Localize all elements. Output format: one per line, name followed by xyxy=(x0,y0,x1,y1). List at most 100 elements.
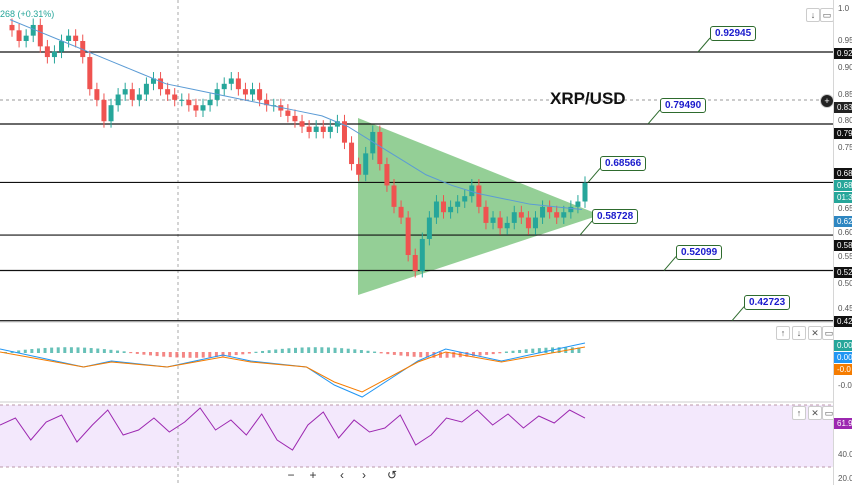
zoom-out-button[interactable]: − xyxy=(287,468,295,482)
macd-histogram-bar xyxy=(195,352,199,358)
macd-histogram-bar xyxy=(491,352,495,355)
candle-body xyxy=(292,115,298,122)
macd-histogram-bar xyxy=(149,352,152,356)
candle xyxy=(525,211,531,235)
level-label[interactable]: 0.92945 xyxy=(710,26,757,41)
macd-histogram-bar xyxy=(425,352,429,358)
candle xyxy=(341,114,347,150)
candle-body xyxy=(207,99,213,106)
candle-body xyxy=(87,57,93,90)
candle xyxy=(363,146,369,182)
price-tag: 0.92 xyxy=(834,48,852,59)
candle-body xyxy=(504,222,510,229)
candle-body xyxy=(476,185,482,207)
macd-histogram-bar xyxy=(373,351,377,353)
macd-histogram-bar xyxy=(326,347,330,353)
macd-histogram-bar xyxy=(89,348,93,353)
macd-histogram-bar xyxy=(353,349,357,353)
macd-histogram-bar xyxy=(247,352,251,354)
candle-body xyxy=(73,35,79,42)
macd-histogram-bar xyxy=(122,351,126,353)
macd-histogram-bar xyxy=(406,352,410,357)
axis-tick: 0.95 xyxy=(838,36,852,45)
candle-body xyxy=(547,206,553,213)
candle-body xyxy=(412,255,418,272)
price-axis[interactable]: 1.0 0.95 0.92 0.90 0.85 0.83 0.80 0.79 0.75 0.68… xyxy=(833,0,852,485)
candle xyxy=(16,23,22,48)
candle xyxy=(108,98,114,128)
candle-body xyxy=(250,89,256,95)
candle-body xyxy=(532,217,538,229)
rsi-maximize-icon[interactable]: ▭ xyxy=(822,406,836,420)
candle-body xyxy=(575,201,581,207)
candle xyxy=(179,93,185,107)
macd-move-up-icon[interactable]: ↑ xyxy=(776,326,790,340)
candle-body xyxy=(391,185,397,207)
candle xyxy=(207,93,213,112)
axis-tick: 20.0 xyxy=(838,474,852,483)
zoom-in-button[interactable]: + xyxy=(309,468,317,482)
scroll-right-button[interactable]: › xyxy=(362,468,366,482)
level-label[interactable]: 0.68566 xyxy=(600,156,647,172)
macd-histogram-bar xyxy=(109,349,113,353)
macd-histogram-bar xyxy=(333,347,337,353)
level-label[interactable]: 0.42723 xyxy=(744,294,791,310)
candle xyxy=(228,72,234,91)
candle xyxy=(398,200,404,224)
candle-body xyxy=(483,206,489,223)
macd-histogram-bar xyxy=(392,352,396,355)
candle xyxy=(412,248,418,278)
macd-histogram-bar xyxy=(267,350,271,353)
candle-body xyxy=(306,126,312,132)
candle xyxy=(143,77,149,101)
candle-body xyxy=(221,83,227,90)
candle-body xyxy=(384,164,390,186)
macd-histogram-bar xyxy=(445,352,449,358)
add-alert-icon[interactable]: + xyxy=(820,94,834,108)
candle xyxy=(540,200,546,224)
candle-body xyxy=(525,217,531,229)
level-label[interactable]: 0.58728 xyxy=(592,209,639,225)
macd-histogram-bar xyxy=(379,352,383,354)
macd-histogram-bar xyxy=(36,348,40,353)
level-label[interactable]: 0.79490 xyxy=(660,97,707,113)
candle-body xyxy=(370,131,376,154)
macd-move-down-icon[interactable]: ↓ xyxy=(792,326,806,340)
price-tag: 0.68 xyxy=(834,180,852,191)
macd-histogram-bar xyxy=(570,347,574,353)
macd-histogram-bar xyxy=(214,352,218,357)
axis-tick: 0.80 xyxy=(838,116,852,126)
candle-body xyxy=(23,35,29,42)
candle xyxy=(257,82,263,107)
level-label[interactable]: 0.52099 xyxy=(676,244,723,260)
macd-histogram-bar xyxy=(577,347,581,353)
macd-histogram-bar xyxy=(228,352,232,356)
candle-body xyxy=(349,142,355,165)
macd-histogram-bar xyxy=(452,352,456,358)
candle xyxy=(200,98,206,117)
candle xyxy=(136,88,142,107)
price-tag: 0.42 xyxy=(834,316,852,327)
rsi-close-icon[interactable]: ✕ xyxy=(808,406,822,420)
rsi-tag: 61.9 xyxy=(834,418,852,429)
rsi-move-up-icon[interactable]: ↑ xyxy=(792,406,806,420)
candle xyxy=(129,82,135,107)
candle xyxy=(235,72,241,96)
scroll-left-button[interactable]: ‹ xyxy=(340,468,344,482)
macd-histogram-bar xyxy=(201,352,205,358)
candle-body xyxy=(363,153,369,175)
price-chart[interactable] xyxy=(0,0,833,485)
macd-histogram-bar xyxy=(504,351,508,353)
candle-body xyxy=(327,126,333,132)
signal-tag: 0.00 xyxy=(834,352,852,363)
macd-close-icon[interactable]: ✕ xyxy=(808,326,822,340)
arrow-down-icon[interactable]: ↓ xyxy=(806,8,820,22)
macd-histogram-bar xyxy=(524,349,528,353)
candle xyxy=(356,157,362,182)
macd-histogram-bar xyxy=(511,350,515,353)
signal-line xyxy=(0,346,586,393)
candle-body xyxy=(313,126,319,132)
macd-histogram-bar xyxy=(498,352,502,354)
maximize-icon[interactable]: ▭ xyxy=(820,8,834,22)
reset-chart-button[interactable]: ↺ xyxy=(386,468,398,482)
